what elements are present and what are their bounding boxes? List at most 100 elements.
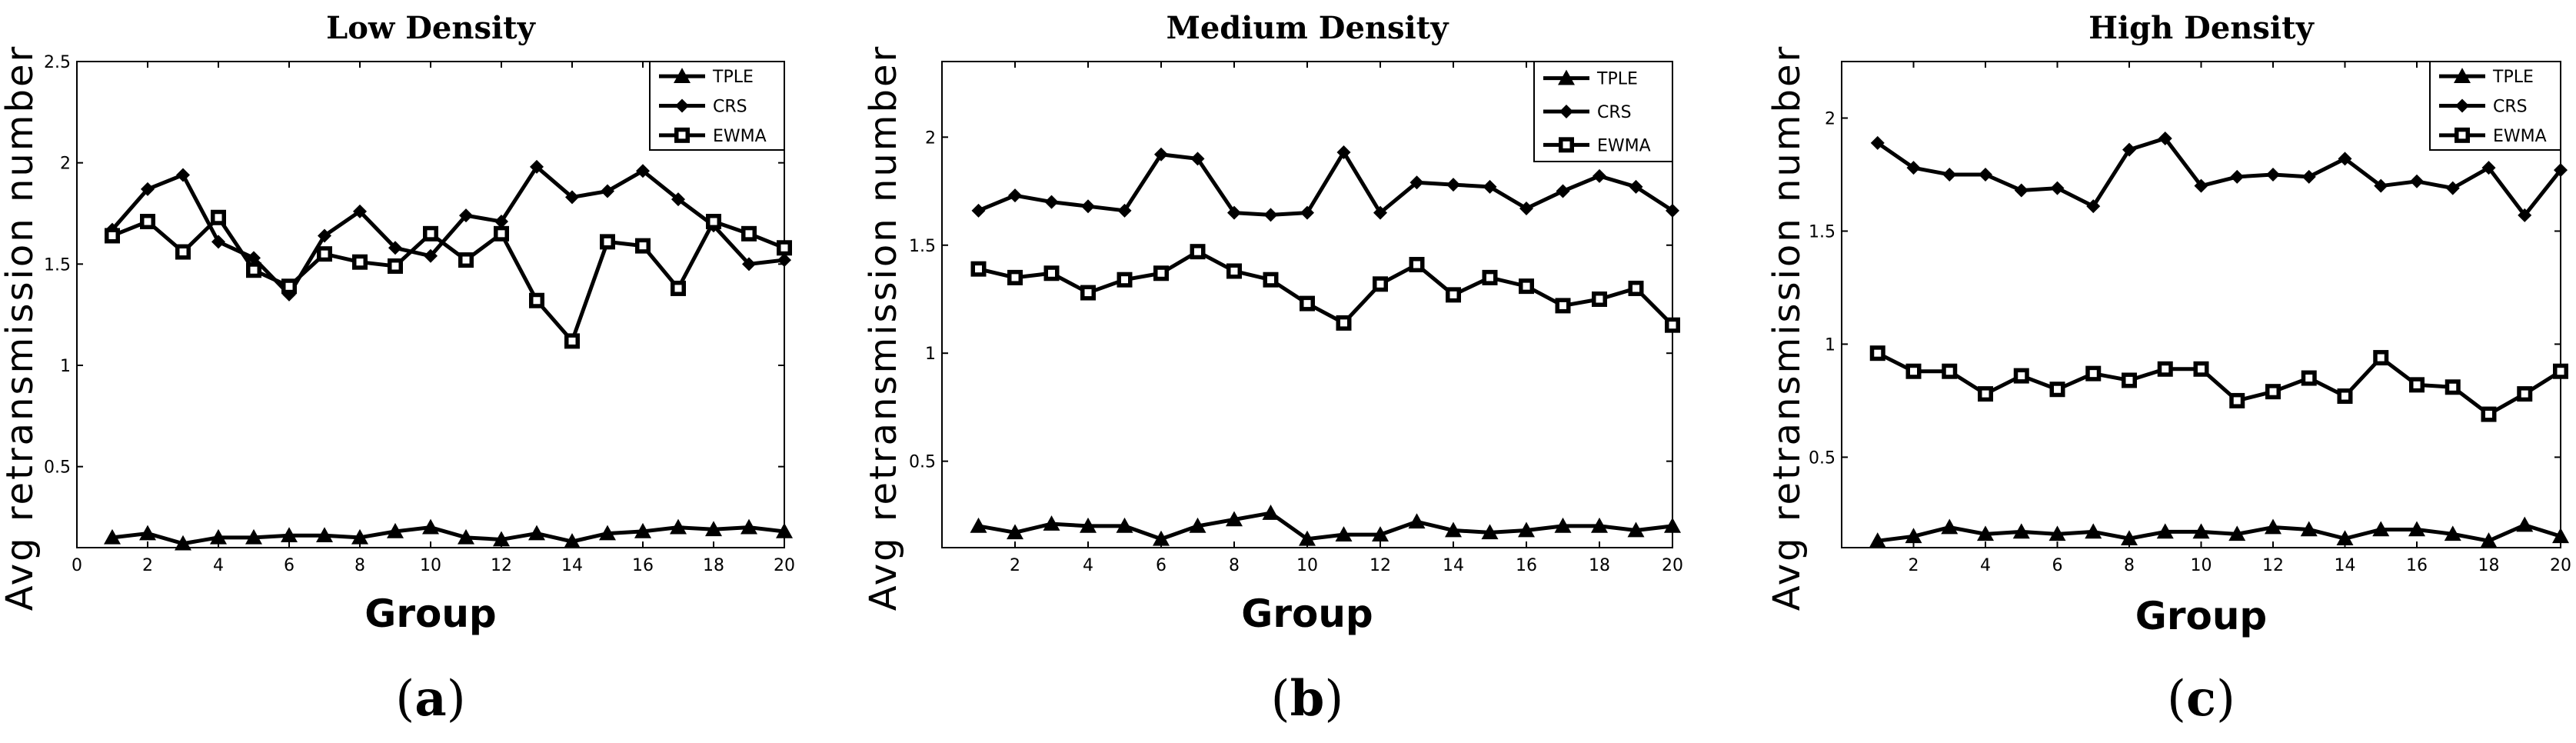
series-tple-point — [316, 527, 333, 542]
series-ewma-point — [2445, 379, 2461, 395]
series-ewma-point-inner — [1303, 300, 1311, 308]
series-tple-point — [2444, 525, 2461, 541]
series-tple-point — [1518, 521, 1535, 538]
series-crs-point — [211, 235, 225, 249]
legend-entry-ewma-label: EWMA — [713, 127, 767, 146]
series-ewma-point-inner — [2089, 370, 2097, 378]
series-ewma-point — [600, 234, 615, 250]
x-tick-label: 12 — [1370, 556, 1391, 575]
series-ewma-point — [1555, 298, 1571, 314]
series-crs-point — [318, 228, 331, 243]
y-tick-label: 1 — [925, 345, 936, 364]
series-tple-point — [2192, 523, 2210, 539]
legend-entry-crs: CRS — [1543, 103, 1632, 122]
series-ewma-point-inner — [1084, 289, 1092, 297]
series-ewma-point-inner — [533, 297, 541, 305]
legend-entry-crs: CRS — [2439, 98, 2528, 117]
series-ewma-point-inner — [745, 230, 753, 238]
series-crs-point — [2518, 208, 2532, 222]
series-tple-point — [1226, 511, 1243, 527]
x-tick-label: 10 — [1296, 556, 1318, 575]
series-crs-point — [1483, 179, 1497, 194]
legend-entry-ewma-swatch-marker — [674, 127, 690, 143]
legend-entry-ewma-swatch-marker — [1559, 137, 1574, 153]
series-ewma-point-inner — [780, 244, 788, 252]
x-tick-label: 18 — [703, 556, 724, 575]
x-tick-label: 16 — [2406, 556, 2428, 575]
series-ewma-point — [1978, 386, 1993, 402]
series-ewma-point-inner — [2269, 388, 2277, 395]
series-crs-point — [1629, 179, 1643, 194]
series-tple-point — [1408, 513, 1426, 529]
series-tple-point — [2265, 518, 2281, 535]
series-tple — [1869, 516, 2569, 548]
series-crs-point — [1008, 188, 1022, 203]
series-tple-point — [1869, 532, 1886, 548]
x-tick-label: 6 — [284, 556, 295, 575]
legend-entry-crs-swatch-marker — [675, 98, 689, 113]
series-tple-line — [1877, 523, 2561, 543]
series-tple-point — [1941, 518, 1959, 535]
series-crs-point — [1446, 178, 1460, 192]
series-ewma-point-inner — [1376, 280, 1384, 288]
series-ewma-point-inner — [1230, 267, 1238, 275]
series-ewma-point — [105, 228, 120, 244]
x-tick-label: 0 — [72, 556, 82, 575]
series-crs-point — [636, 164, 650, 178]
series-ewma-point — [2193, 361, 2209, 377]
series-ewma-point-inner — [1523, 282, 1530, 290]
series-tple-point — [599, 525, 616, 541]
series-crs-point — [1263, 208, 1278, 222]
series-ewma-point — [1628, 280, 1644, 296]
legend-entry-tple-label: TPLE — [1596, 70, 1638, 89]
series-ewma-point-inner — [2413, 381, 2421, 388]
series-ewma-point-inner — [391, 262, 399, 270]
series-ewma-point — [1043, 265, 1060, 282]
series-crs-point — [971, 203, 986, 218]
series-tple-point — [281, 527, 298, 542]
series-crs-point — [1336, 145, 1351, 159]
series-crs-point — [1979, 167, 1992, 182]
series-ewma-point — [741, 225, 757, 242]
series-ewma-point — [246, 262, 261, 278]
series-ewma-point-inner — [2521, 390, 2528, 398]
series-crs-point — [530, 159, 544, 174]
series-ewma-point — [494, 225, 509, 242]
series-ewma-point — [2265, 384, 2281, 400]
series-tple-point — [1481, 524, 1499, 540]
x-tick-label: 4 — [1980, 556, 1991, 575]
series-tple-point — [2012, 523, 2030, 539]
series-ewma-point — [2409, 377, 2425, 393]
legend-entry-tple-swatch-marker — [674, 68, 691, 83]
series-crs-point — [2050, 181, 2065, 195]
series-tple-point — [2408, 521, 2425, 537]
series-ewma-point-inner — [2377, 354, 2385, 362]
series-crs-point — [1190, 152, 1205, 166]
series-tple-point — [1905, 528, 1922, 544]
y-tick-label: 0.5 — [1809, 448, 1835, 468]
series-ewma-point — [671, 280, 686, 296]
x-tick-label: 6 — [1156, 556, 1167, 575]
series-ewma-point-inner — [604, 238, 611, 245]
series-tple-point — [1262, 505, 1280, 520]
series-ewma-point-inner — [674, 285, 682, 292]
x-axis-label: Group — [364, 591, 496, 636]
y-tick-label: 2 — [925, 128, 936, 148]
legend-entry-tple: TPLE — [659, 68, 754, 87]
series-tple-point — [2121, 530, 2138, 546]
series-ewma-point-inner — [1669, 322, 1676, 329]
series-ewma-point — [388, 258, 403, 274]
caption-close-paren: ) — [1324, 671, 1343, 728]
series-tple-point — [564, 533, 581, 548]
series-ewma-point — [1080, 285, 1096, 301]
series-ewma-point — [458, 252, 474, 268]
caption-open-paren: ( — [2167, 671, 2186, 728]
series-crs-point — [1906, 161, 1921, 175]
series-tple-point — [634, 522, 651, 538]
y-tick-label: 0.5 — [44, 458, 71, 478]
series-ewma-point — [352, 254, 368, 270]
series-ewma-point — [1482, 269, 1498, 285]
series-ewma-point-inner — [1157, 269, 1165, 277]
x-tick-label: 2 — [1010, 556, 1020, 575]
